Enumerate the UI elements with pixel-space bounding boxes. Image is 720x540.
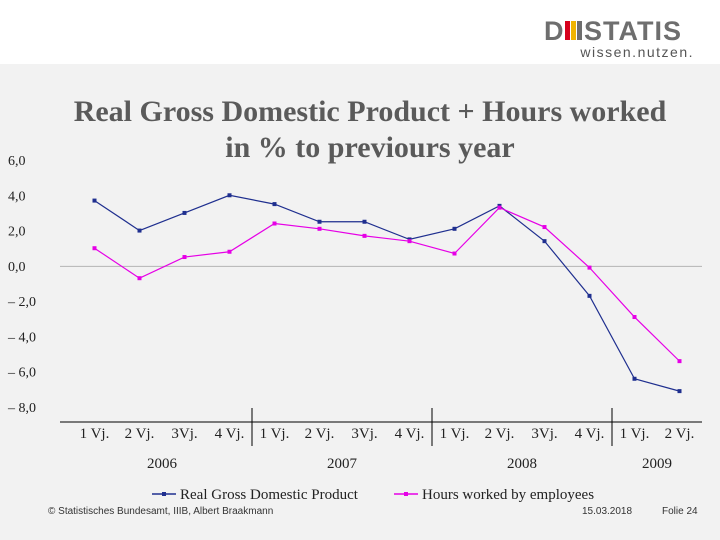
footer-date: 15.03.2018 (582, 506, 633, 517)
y-tick-label: – 8,0 (7, 401, 36, 416)
data-point (632, 376, 637, 381)
data-point (317, 219, 322, 224)
data-point (227, 193, 232, 198)
series-line (94, 194, 680, 392)
x-year-label: 2009 (642, 456, 672, 472)
data-point (407, 239, 412, 244)
header-band (0, 0, 720, 64)
x-tick-label: 2 Vj. (125, 426, 155, 442)
data-point (452, 251, 457, 256)
legend-label: Real Gross Domestic Product (180, 487, 359, 503)
data-point (227, 249, 232, 254)
x-tick-label: 3Vj. (531, 426, 557, 442)
x-tick-label: 2 Vj. (665, 426, 695, 442)
y-tick-label: 6,0 (8, 154, 26, 169)
x-tick-label: 1 Vj. (260, 426, 290, 442)
data-point (317, 226, 322, 231)
data-point (632, 315, 637, 320)
x-tick-label: 2 Vj. (305, 426, 335, 442)
y-axis: 6,0 4,0 2,0 0,0 – 2,0 – 4,0 – 6,0 – 8,0 (7, 154, 702, 416)
footer-copyright: © Statistisches Bundesamt, IIIB, Albert … (48, 506, 274, 517)
data-point (497, 205, 502, 210)
data-point (362, 233, 367, 238)
data-point (182, 255, 187, 260)
x-year-label: 2008 (507, 456, 537, 472)
x-year-label: 2006 (147, 456, 178, 472)
y-tick-label: – 2,0 (7, 295, 36, 310)
legend-marker (404, 492, 408, 496)
y-tick-label: 0,0 (8, 260, 26, 275)
data-point (182, 210, 187, 215)
data-point (137, 228, 142, 233)
legend-marker (162, 492, 166, 496)
x-tick-label: 1 Vj. (620, 426, 650, 442)
logo-tagline: wissen.nutzen. (580, 44, 694, 60)
data-point (92, 246, 97, 251)
data-point (362, 219, 367, 224)
footer-slide-number: Folie 24 (662, 506, 698, 517)
svg-text:STATIS: STATIS (584, 16, 682, 44)
data-point (542, 239, 547, 244)
y-tick-label: – 4,0 (7, 330, 36, 345)
data-point (677, 389, 682, 394)
data-point (272, 202, 277, 207)
data-point (542, 225, 547, 230)
logo-wordmark-graphic: D STATIS (544, 16, 682, 46)
line-chart: 6,0 4,0 2,0 0,0 – 2,0 – 4,0 – 6,0 – 8,0 1 Vj. 2 … (7, 154, 702, 503)
x-tick-label: 1 Vj. (80, 426, 110, 442)
destatis-logo: D STATIS wissen.nutzen. (544, 14, 694, 60)
logo-wordmark: D STATIS (544, 14, 694, 50)
x-year-label: 2007 (327, 456, 358, 472)
data-point (452, 226, 457, 231)
slide-title-line1: Real Gross Domestic Product + Hours work… (73, 95, 667, 128)
x-axis: 1 Vj. 2 Vj. 3Vj. 4 Vj. 1 Vj. 2 Vj. 3Vj. 4 Vj. 1 … (60, 408, 702, 472)
series-line (94, 206, 680, 362)
data-point (137, 276, 142, 281)
slide-background (0, 64, 720, 540)
data-point (587, 293, 592, 298)
slide-title-line2: in % to previours year (225, 131, 515, 164)
chart-legend: Real Gross Domestic Product Hours worked … (152, 487, 594, 503)
data-point (587, 265, 592, 270)
data-point (677, 359, 682, 364)
x-tick-label: 4 Vj. (575, 426, 605, 442)
x-tick-label: 4 Vj. (395, 426, 425, 442)
x-tick-label: 3Vj. (171, 426, 197, 442)
y-tick-label: – 6,0 (7, 366, 36, 381)
slide-title: Real Gross Domestic Product + Hours work… (40, 94, 700, 166)
svg-text:D: D (544, 16, 565, 44)
x-tick-label: 3Vj. (351, 426, 377, 442)
x-tick-label: 2 Vj. (485, 426, 515, 442)
y-tick-label: 2,0 (8, 225, 26, 240)
data-point (272, 221, 277, 226)
chart-series (92, 193, 682, 394)
y-tick-label: 4,0 (8, 189, 26, 204)
x-tick-label: 4 Vj. (215, 426, 245, 442)
x-tick-label: 1 Vj. (440, 426, 470, 442)
data-point (92, 198, 97, 203)
legend-label: Hours worked by employees (422, 487, 594, 503)
